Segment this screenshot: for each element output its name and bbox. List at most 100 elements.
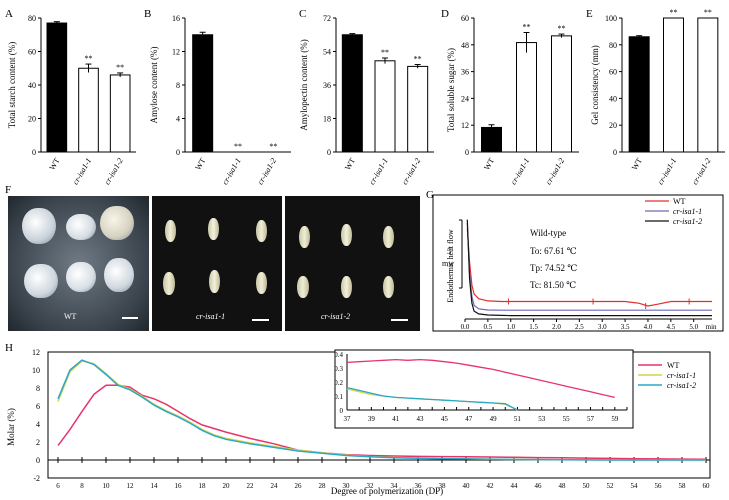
inset-x-tick-label: 41 xyxy=(392,415,400,423)
y-tick-label: 12 xyxy=(172,48,180,57)
panel-g-chart: G Endothermic heat flow 5 mw Wild-type T… xyxy=(426,189,724,332)
photo-caption: WT xyxy=(64,312,77,321)
bar xyxy=(663,17,684,153)
bar xyxy=(192,34,214,153)
y-tick-label: 18 xyxy=(323,115,331,124)
x-tick-label: 1.5 xyxy=(529,323,538,331)
legend-label: WT xyxy=(667,361,680,370)
x-tick-label: cr-isa1-1 xyxy=(71,157,93,187)
x-tick-label: 14 xyxy=(151,482,159,490)
x-tick-label: 5.0 xyxy=(689,323,698,331)
y-tick-label: 0 xyxy=(32,148,36,157)
annotation-title: Wild-type xyxy=(530,228,566,238)
significance-mark: ** xyxy=(381,48,389,57)
panel-letter: E xyxy=(586,8,593,20)
x-tick-label: 3.0 xyxy=(598,323,607,331)
series-line xyxy=(466,222,712,311)
x-tick-label: 46 xyxy=(535,482,543,490)
bar xyxy=(78,67,99,153)
y-tick-label: 4 xyxy=(36,420,40,429)
annotation-conclusion: Tc: 81.50 ℃ xyxy=(530,280,576,290)
grain xyxy=(383,226,394,248)
inset-x-tick-label: 55 xyxy=(563,415,571,423)
inset-series-line xyxy=(346,386,518,411)
grain xyxy=(256,220,267,242)
x-tick-label: 24 xyxy=(271,482,279,490)
significance-mark: ** xyxy=(414,55,422,64)
grain xyxy=(66,262,96,292)
legend-label: WT xyxy=(673,197,686,206)
y-tick-label: 0 xyxy=(327,148,331,157)
panel-letter: G xyxy=(426,189,434,201)
x-tick-label: 4.0 xyxy=(644,323,653,331)
x-tick-label: 22 xyxy=(247,482,255,490)
panel-h-chart: H Molar (%) Degree of polymerization (DP… xyxy=(5,342,711,496)
x-tick-label: cr-isa1-2 xyxy=(544,157,566,187)
x-tick-label: 50 xyxy=(583,482,591,490)
legend-label: cr-isa1-2 xyxy=(673,217,702,226)
significance-mark: ** xyxy=(116,63,124,72)
inset-y-tick-label: 0.1 xyxy=(334,393,343,401)
y-axis-label: Total soluble sugar (%) xyxy=(446,48,456,132)
y-tick-label: 0 xyxy=(176,148,180,157)
x-axis-label: Degree of polymerization (DP) xyxy=(331,486,443,496)
panel-b-chart: B Amylose content (%) 0 4 8 12 16 WT ** cr-isa1… xyxy=(144,8,291,187)
panel-c-chart: C Amylopectin content (%) 0 18 36 54 72 WT ** c… xyxy=(299,8,434,187)
significance-mark: ** xyxy=(85,54,93,63)
x-tick-label: cr-isa1-2 xyxy=(103,157,125,187)
y-tick-label: 20 xyxy=(609,121,617,130)
x-tick-label: cr-isa1-1 xyxy=(220,157,242,187)
panel-a-chart: A Total starch content (%) 0 20 40 60 80 WT **… xyxy=(5,8,136,187)
x-tick-label: 34 xyxy=(391,482,399,490)
x-tick-label: 0.0 xyxy=(461,323,470,331)
inset-frame xyxy=(334,349,634,429)
y-tick-label: 72 xyxy=(323,14,331,23)
x-tick-label: 44 xyxy=(511,482,519,490)
y-tick-label: 12 xyxy=(32,348,40,357)
x-tick-label: 40 xyxy=(463,482,471,490)
x-tick-label: 18 xyxy=(199,482,207,490)
scale-bar xyxy=(391,319,408,321)
y-axis-label: Gel consistency (mm) xyxy=(590,45,600,124)
significance-mark: ** xyxy=(558,24,566,33)
photo-cr-isa1-1-grains: cr-isa1-1 xyxy=(152,196,282,331)
inset-y-tick-label: 0.4 xyxy=(334,351,343,359)
annotation-peak: Tp: 74.52 ℃ xyxy=(530,263,577,273)
y-axis-label: Molar (%) xyxy=(6,408,16,446)
y-tick-label: 12 xyxy=(461,121,469,130)
photo-caption: cr-isa1-1 xyxy=(196,312,226,321)
grain xyxy=(256,272,267,294)
y-axis-label: Amylose content (%) xyxy=(149,47,159,124)
x-tick-label: 54 xyxy=(631,482,639,490)
panel-letter: A xyxy=(5,8,13,20)
x-tick-label: 12 xyxy=(127,482,135,490)
x-tick-label: cr-isa1-2 xyxy=(400,157,422,187)
x-tick-label: 1.0 xyxy=(506,323,515,331)
significance-mark: ** xyxy=(670,8,678,17)
inset-x-tick-label: 47 xyxy=(465,415,473,423)
y-tick-label: 6 xyxy=(36,402,40,411)
bar xyxy=(516,42,537,153)
grain xyxy=(66,214,96,240)
grain xyxy=(209,270,220,293)
scale-value: 5 xyxy=(447,247,451,256)
inset-x-tick-label: 57 xyxy=(587,415,595,423)
grain xyxy=(22,208,56,244)
bar xyxy=(407,65,429,153)
grain xyxy=(208,218,219,240)
panel-d-chart: D Total soluble sugar (%) 0 12 24 36 48 60 WT *… xyxy=(441,8,579,187)
y-tick-label: 16 xyxy=(172,14,180,23)
y-tick-label: 0 xyxy=(613,148,617,157)
y-tick-label: 8 xyxy=(36,384,40,393)
x-tick-label: 56 xyxy=(655,482,663,490)
x-tick-label: WT xyxy=(193,156,207,171)
significance-mark: ** xyxy=(523,23,531,32)
x-tick-label: WT xyxy=(48,156,62,171)
y-axis-label: Total starch content (%) xyxy=(7,42,17,129)
panel-e-chart: E Gel consistency (mm) 0 20 40 60 80 100 WT ** c… xyxy=(586,8,725,186)
grain xyxy=(383,276,394,298)
y-axis-label: Amylopectin content (%) xyxy=(299,39,309,130)
y-tick-label: 0 xyxy=(465,148,469,157)
y-tick-label: 60 xyxy=(461,14,469,23)
x-tick-label: WT xyxy=(343,156,357,171)
